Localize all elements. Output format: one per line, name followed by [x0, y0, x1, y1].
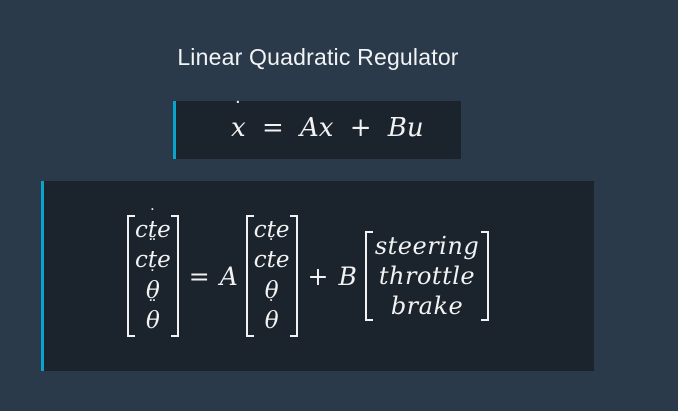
equals-sign: = — [188, 261, 210, 291]
term-bu: Bu — [387, 113, 424, 143]
lqr-matrix-equation: ˙ cte ¨ cte ˙ θ ¨ θ = A cte ˙ cte θ ˙ θ + B st… — [127, 205, 490, 341]
state-space-equation-box: ˙ x = Ax + Bu — [173, 97, 461, 159]
control-entry-steering: steering — [374, 232, 480, 260]
state-space-equation: ˙ x = Ax + Bu — [231, 97, 424, 143]
matrix-b: B — [338, 261, 357, 291]
term-ax: Ax — [300, 113, 334, 143]
lqr-matrix-equation-box: ˙ cte ¨ cte ˙ θ ¨ θ = A cte ˙ cte θ ˙ θ + B st… — [41, 181, 594, 371]
plus-sign: + — [349, 113, 372, 143]
control-entry-throttle: throttle — [378, 262, 476, 290]
control-entry-brake: brake — [390, 292, 464, 320]
state-vector: cte ˙ cte θ ˙ θ — [245, 215, 298, 337]
vector-entry: ¨ θ — [145, 297, 160, 335]
vector-entry: cte — [253, 216, 290, 243]
state-derivative-vector: ˙ cte ¨ cte ˙ θ ¨ θ — [127, 205, 179, 337]
equals-sign: = — [261, 113, 284, 143]
vector-entry: ˙ θ — [264, 297, 279, 335]
control-vector: steering throttle brake — [364, 231, 490, 321]
vector-entry: ˙ cte — [253, 236, 290, 274]
vector-entry: ˙ cte — [135, 205, 171, 243]
matrix-a: A — [219, 261, 238, 291]
vector-entry: θ — [264, 277, 279, 304]
plus-sign: + — [307, 261, 329, 291]
vector-entry: ¨ cte — [135, 236, 171, 274]
x-dot: ˙ x — [231, 97, 246, 143]
vector-entry: ˙ θ — [145, 266, 160, 304]
page-title: Linear Quadratic Regulator — [177, 44, 459, 70]
